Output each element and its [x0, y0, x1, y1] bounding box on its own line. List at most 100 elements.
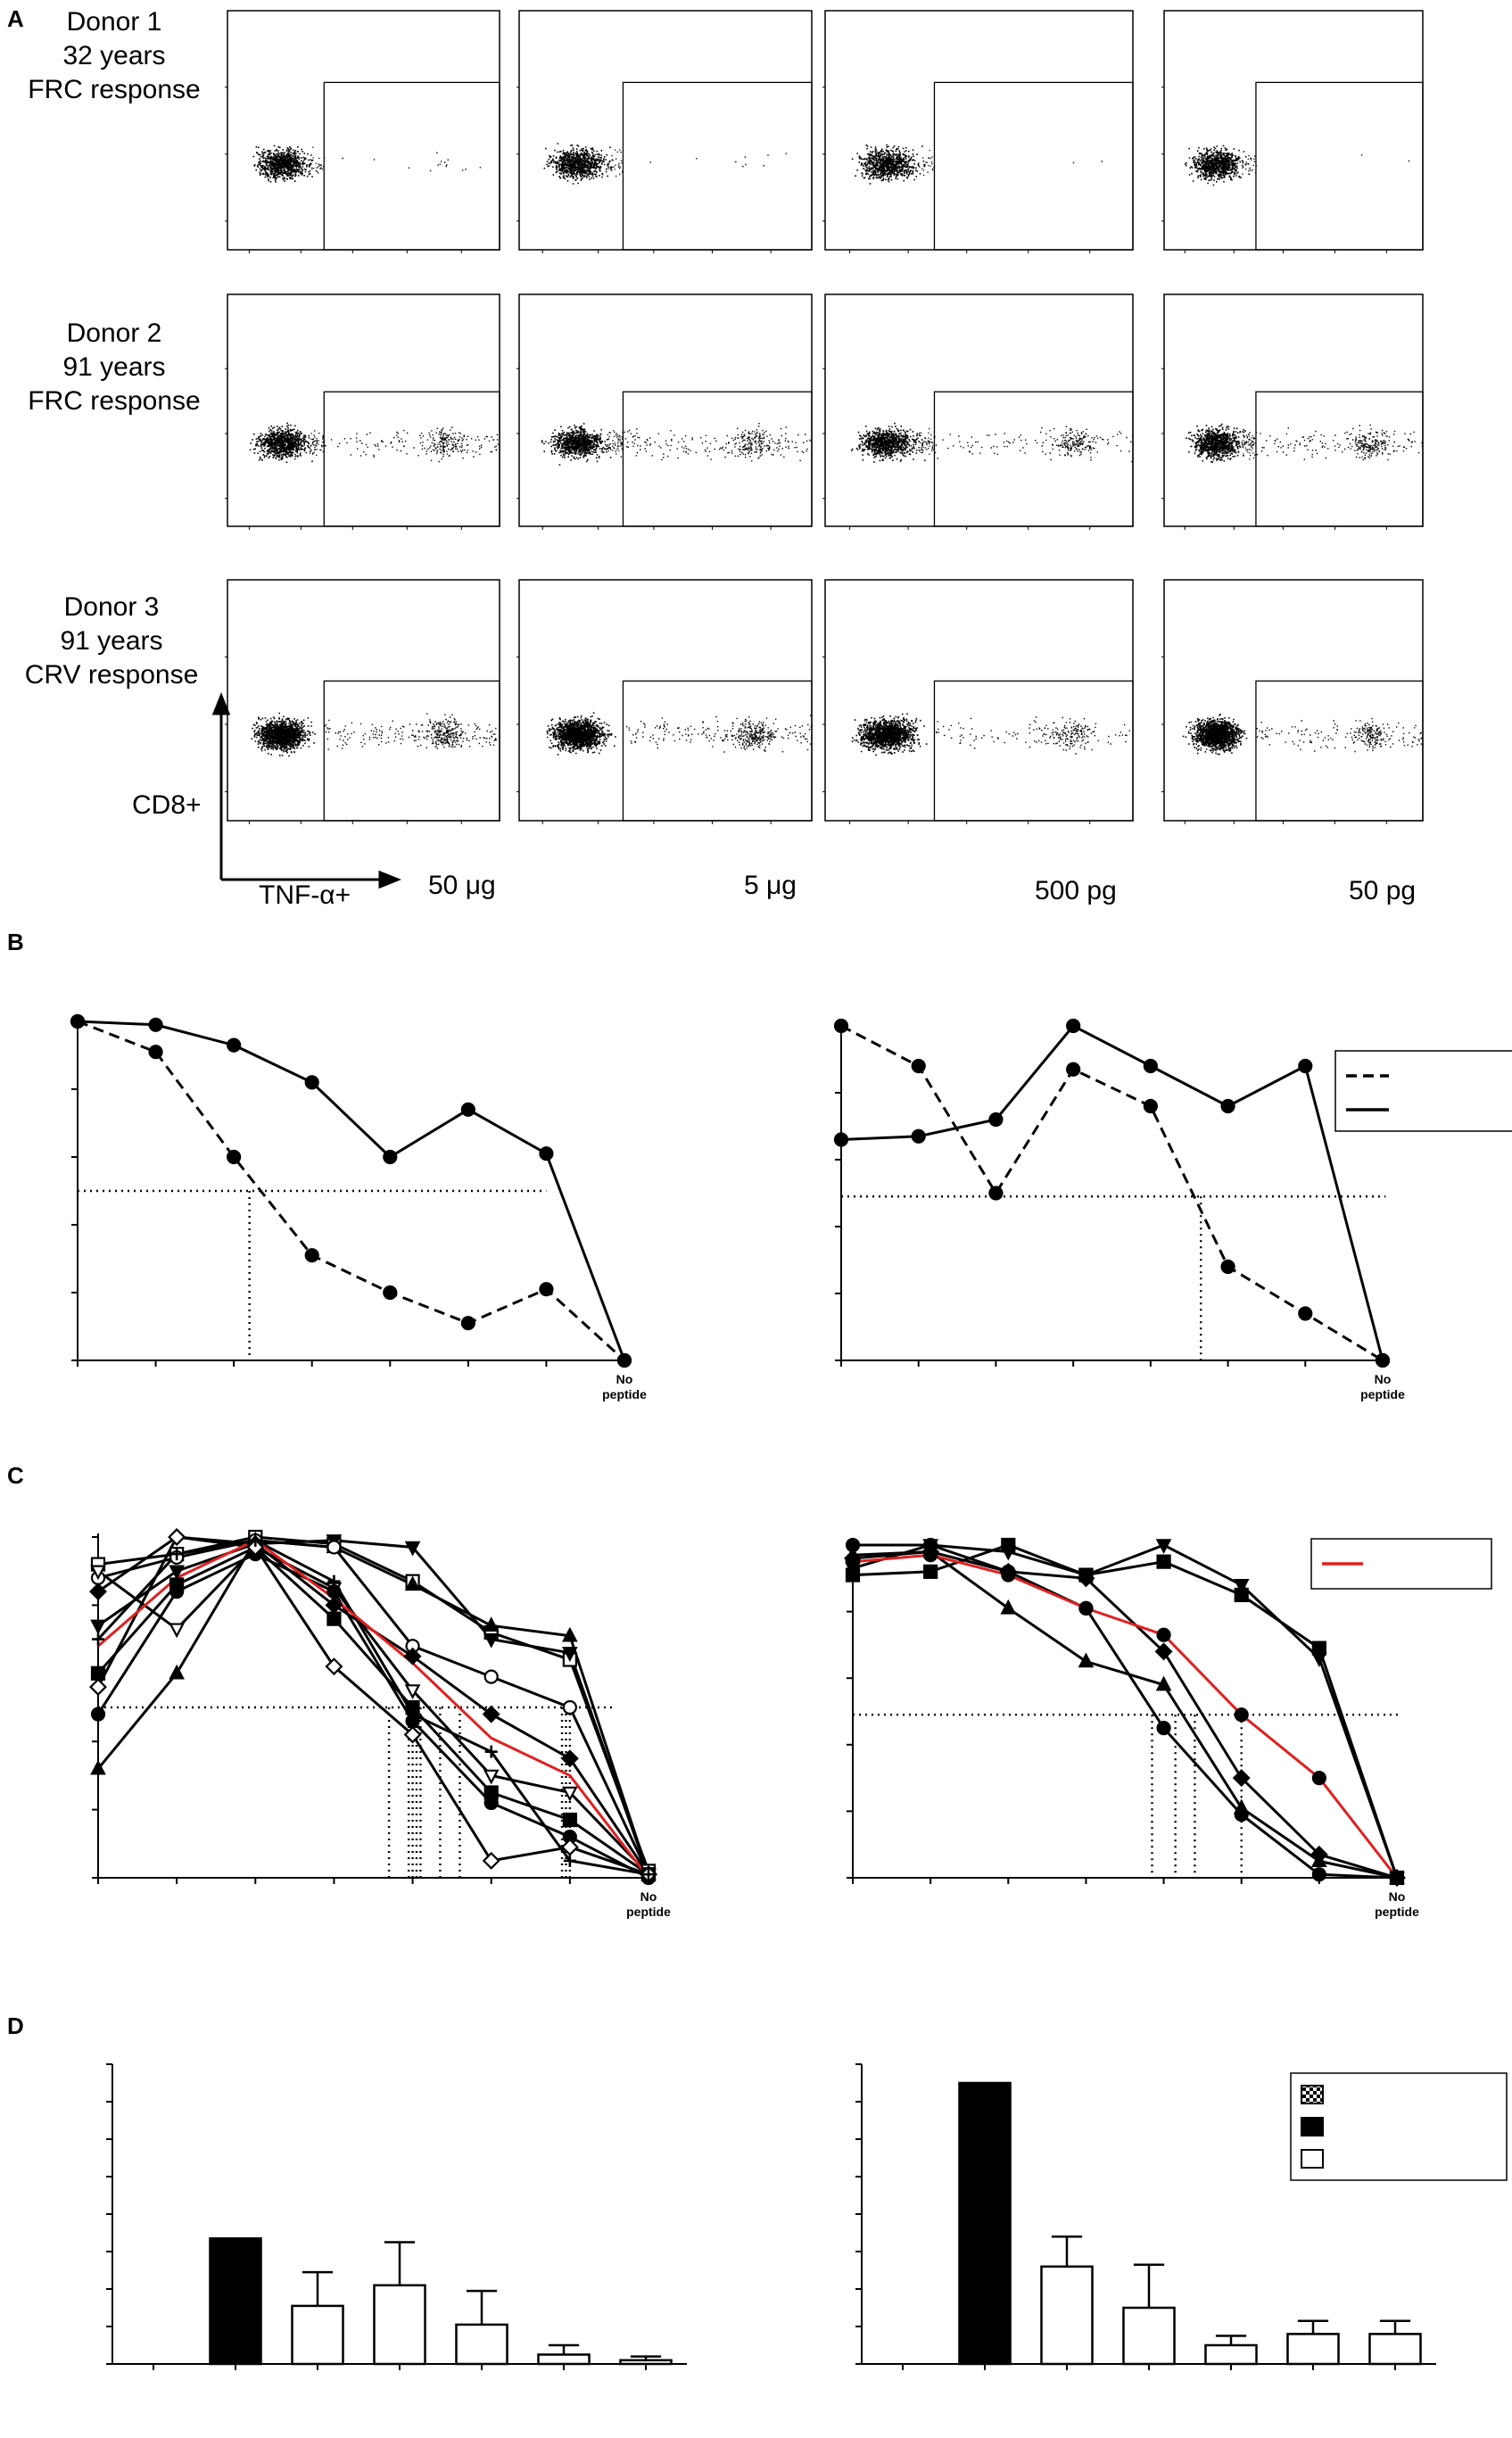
series-line-donor-2 [97, 1539, 650, 1875]
svg-text:FRC response: FRC response [28, 75, 200, 104]
series-line-donor-1 [853, 1543, 1398, 1880]
series-line--70-years [77, 1020, 626, 1361]
data-point [833, 1132, 849, 1147]
data-point [90, 1665, 106, 1681]
data-point [1143, 1058, 1158, 1074]
series-line-donor-5 [852, 1550, 1398, 1880]
flow-plot-frame [824, 579, 1134, 822]
data-point [1143, 1098, 1158, 1114]
flow-plot-2-4 [1161, 293, 1424, 530]
event-dots [543, 143, 788, 185]
dose-label-2: 5 μg [744, 871, 797, 900]
data-point [483, 1769, 500, 1785]
flow-plot-frame [518, 579, 813, 822]
data-point [1066, 1062, 1081, 1077]
series-line-donor-2 [852, 1550, 1398, 1880]
data-point [326, 1540, 342, 1555]
x-tick-label: No [640, 1889, 657, 1904]
data-point [539, 1282, 554, 1297]
bar--peptide [209, 2237, 262, 2366]
data-point [383, 1149, 398, 1165]
data-point [1078, 1600, 1094, 1616]
data-point [227, 1149, 242, 1165]
data-point [170, 1548, 184, 1561]
data-point [1375, 1352, 1391, 1368]
data-point [1220, 1098, 1235, 1114]
panel-letter-c: C [7, 1462, 24, 1489]
x-tick-label: No [1375, 1372, 1392, 1386]
data-point [1066, 1018, 1081, 1034]
series-line-average [97, 1539, 650, 1879]
bar-chart-d-frc [106, 2063, 687, 2370]
flow-plot-frame [824, 293, 1134, 527]
bar--peptide [958, 2081, 1012, 2366]
data-point [168, 1528, 186, 1546]
flow-plot-2-2 [516, 293, 813, 530]
x-tick-label: peptide [1375, 1905, 1419, 1919]
data-point [406, 1707, 419, 1721]
flow-plot-frame [227, 10, 500, 251]
x-tick-label: No [616, 1372, 633, 1386]
event-dots [546, 712, 812, 756]
series-line--70-years [77, 1020, 626, 1362]
data-point [562, 1699, 577, 1715]
series-line--70-years [840, 1024, 1384, 1361]
data-point [911, 1058, 926, 1074]
data-point [483, 1616, 500, 1632]
data-point [642, 1868, 655, 1881]
svg-text:Donor 3: Donor 3 [64, 592, 160, 622]
panel-letter-a: A [7, 5, 24, 32]
x-tick-label: peptide [602, 1387, 647, 1401]
series-line-donor-3 [96, 1539, 650, 1875]
data-point [1155, 1539, 1172, 1555]
data-point [562, 1647, 578, 1662]
data-point [326, 1611, 342, 1626]
data-point [90, 1759, 106, 1775]
data-point [845, 1554, 861, 1569]
bar-24 [455, 2323, 508, 2366]
series-line-donor-6 [97, 1545, 650, 1876]
bar-72 [1368, 2333, 1422, 2366]
svg-text:Donor 2: Donor 2 [67, 318, 162, 348]
data-point [562, 1626, 578, 1642]
data-point [148, 1017, 163, 1032]
data-point [1156, 1721, 1171, 1736]
event-dots [1182, 714, 1424, 756]
data-point [169, 1664, 185, 1680]
data-point [988, 1186, 1004, 1201]
flow-plot-frame [518, 293, 813, 527]
svg-text:91 years: 91 years [60, 626, 162, 656]
donor-3-label: Donor 3 91 years CRV response [25, 592, 199, 690]
data-point [1078, 1652, 1095, 1668]
flow-plot-frame [1163, 579, 1424, 822]
series-line-donor-10 [96, 1539, 649, 1876]
flow-plot-3-2 [516, 579, 813, 824]
data-point [403, 1725, 422, 1744]
legend-box [1290, 2072, 1508, 2181]
data-point [1154, 1642, 1173, 1661]
data-point [148, 1045, 163, 1060]
data-point [249, 1533, 262, 1547]
data-point [1298, 1306, 1313, 1321]
svg-text:Donor 1: Donor 1 [67, 7, 162, 37]
data-point [1233, 1798, 1250, 1814]
data-point [482, 1851, 500, 1870]
bar-6 [1040, 2265, 1094, 2366]
gate-rect [1255, 81, 1424, 251]
data-point [1311, 1867, 1326, 1882]
series-line-donor-9 [96, 1535, 649, 1876]
data-point [1000, 1545, 1017, 1561]
flow-plot-3-3 [822, 579, 1134, 824]
data-point [833, 1018, 849, 1034]
data-point [460, 1316, 475, 1331]
flow-plot-frame [1163, 293, 1424, 527]
data-point [1077, 1569, 1095, 1588]
gate-rect [622, 391, 813, 527]
data-point [169, 1623, 185, 1639]
gate-rect [933, 680, 1134, 822]
data-point [1000, 1599, 1017, 1615]
data-point [483, 1795, 499, 1811]
event-dots [850, 422, 1134, 463]
